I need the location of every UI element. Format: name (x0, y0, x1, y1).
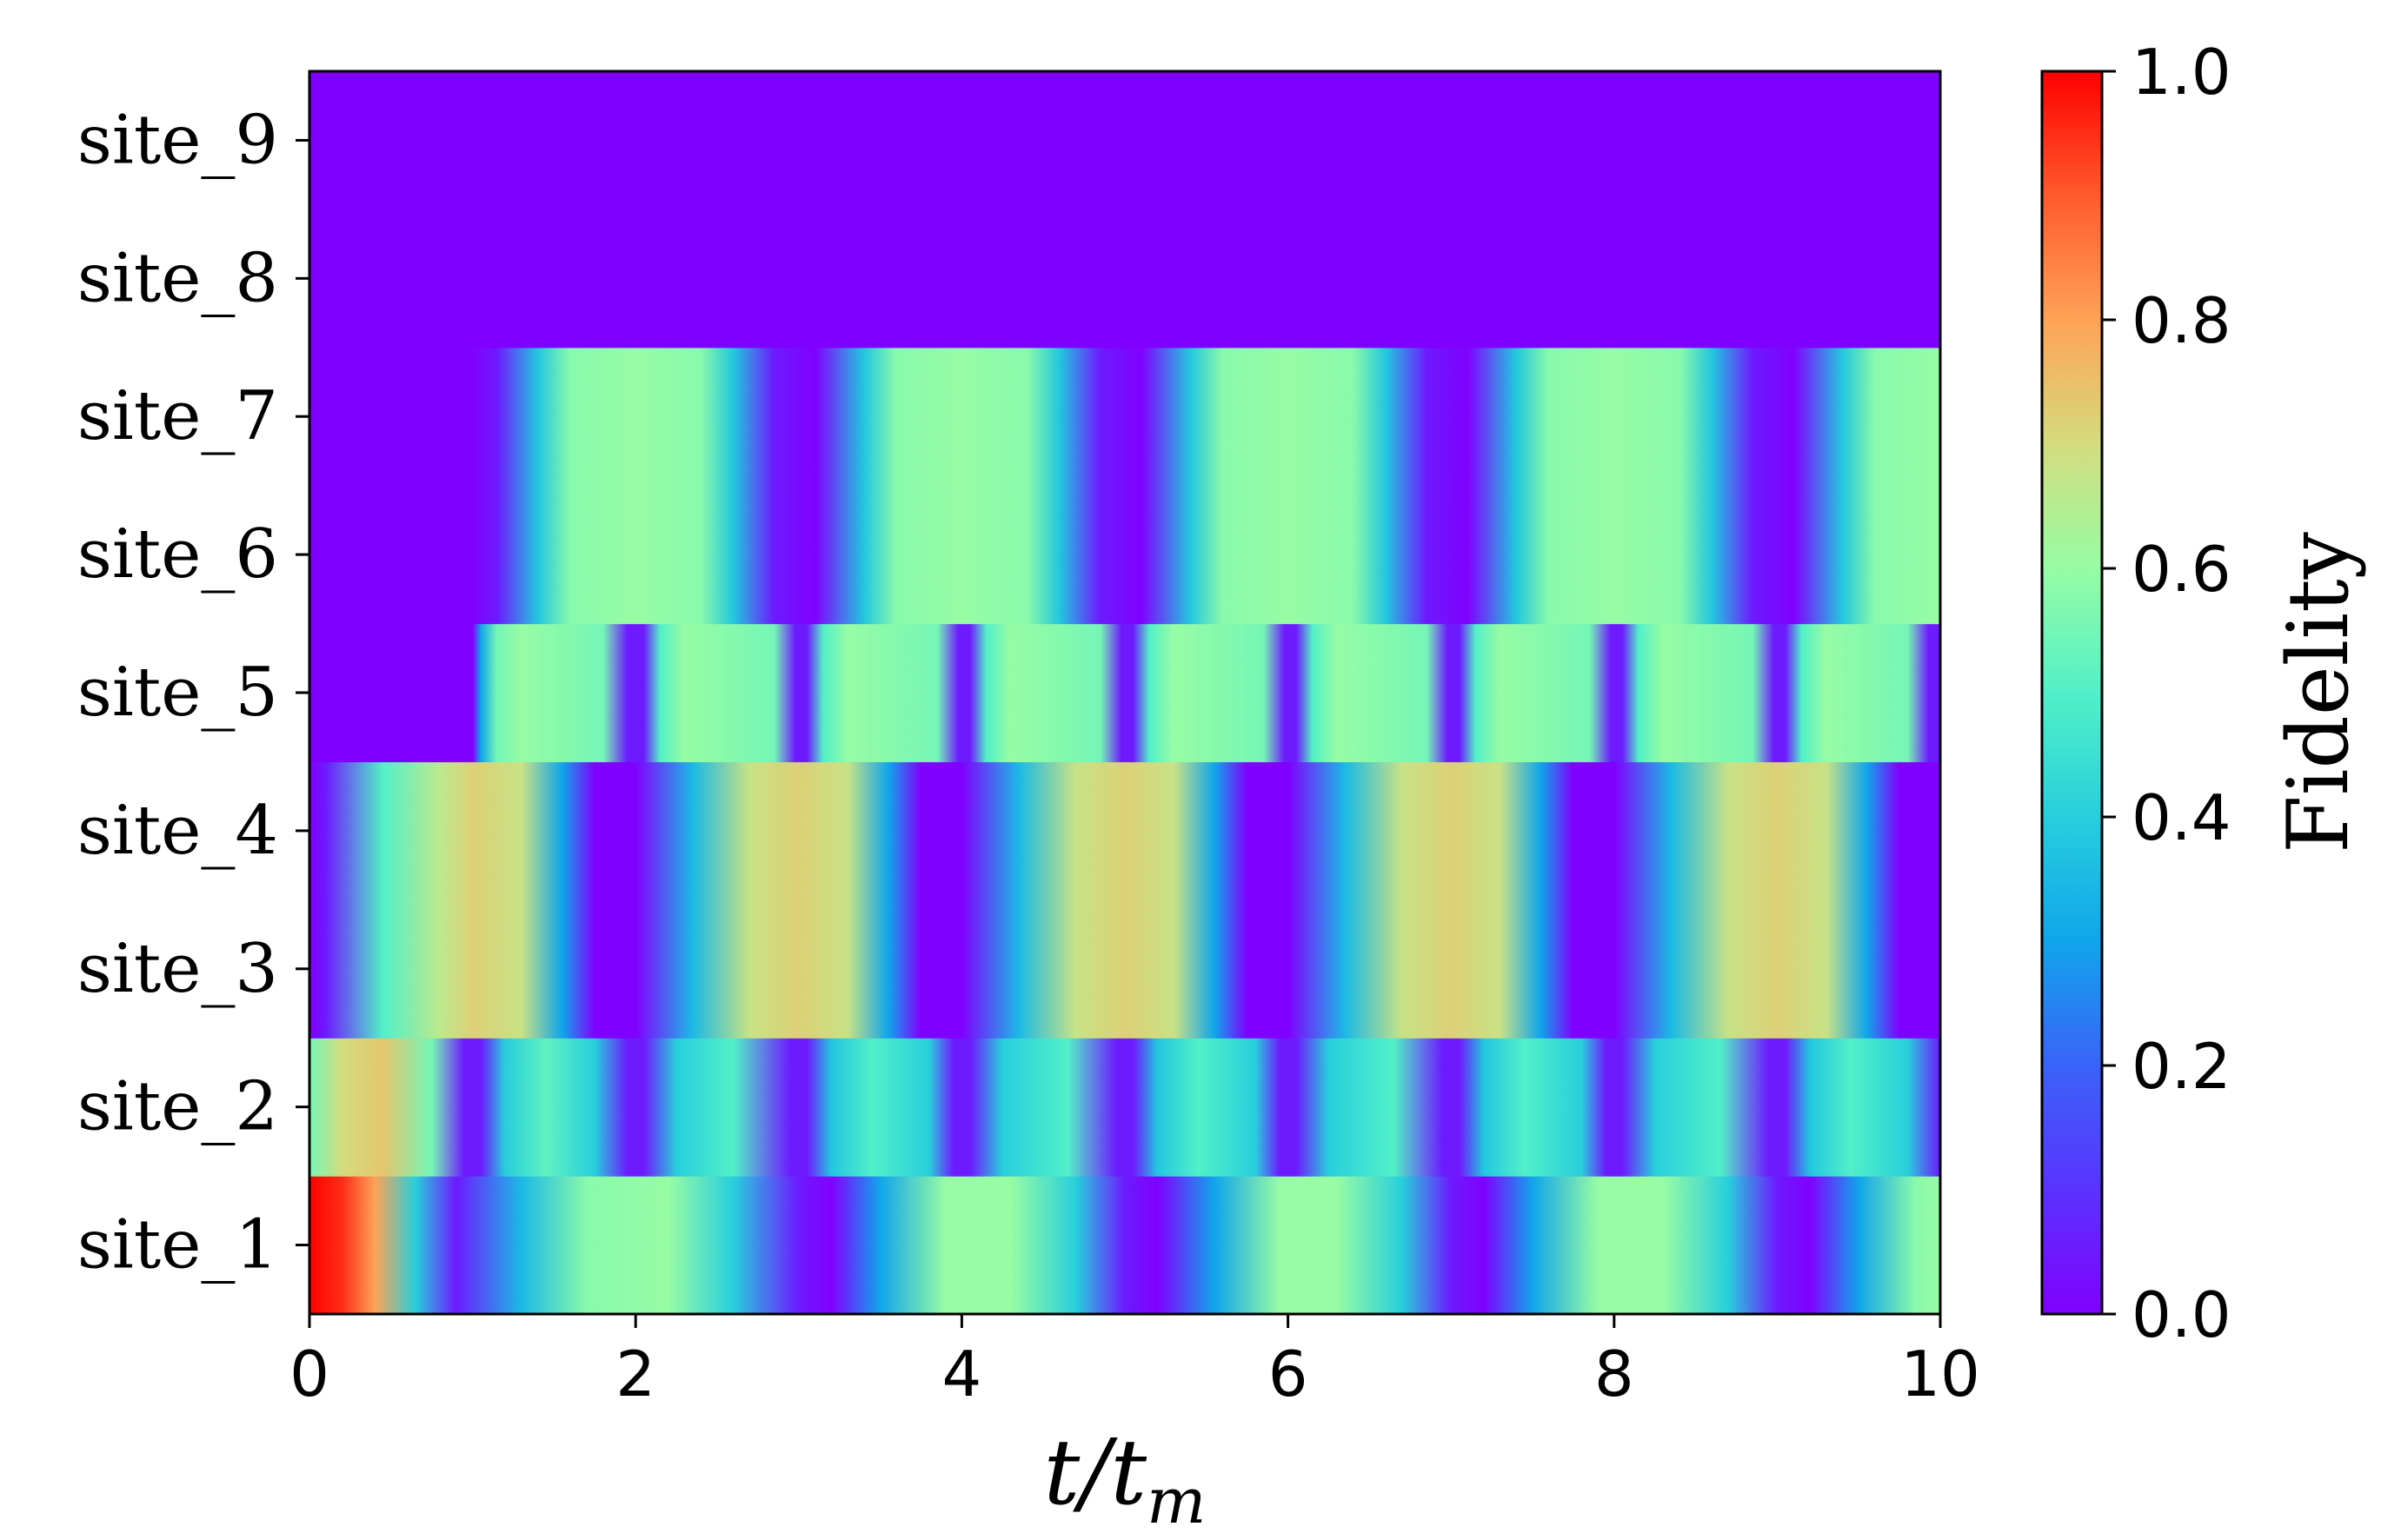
heatmap-row-site-1 (309, 1176, 1940, 1315)
colorbar-ticks: 0.0 0.2 0.4 0.6 0.8 1.0 (2102, 36, 2231, 1351)
y-tick-label: site_1 (77, 1206, 278, 1284)
x-axis-label: t/tm (1044, 1419, 1207, 1537)
colorbar: 0.0 0.2 0.4 0.6 0.8 1.0 Fidelity (2040, 36, 2367, 1351)
y-tick-label: site_2 (77, 1068, 278, 1146)
heatmap-row-site-8 (309, 209, 1940, 348)
heatmap-row-site-3 (309, 899, 1940, 1039)
heatmap-row-site-7 (309, 347, 1940, 487)
colorbar-frame (2040, 70, 2104, 1316)
colorbar-tick-label: 0.0 (2132, 1278, 2231, 1351)
x-tick-label: 2 (615, 1338, 655, 1411)
y-tick-label: site_5 (77, 654, 278, 732)
x-axis-label-main: t/t (1044, 1419, 1147, 1525)
y-tick-label: site_4 (77, 792, 278, 870)
y-axis: site_1 site_2 site_3 site_4 site_5 site_6 site… (77, 101, 309, 1284)
colorbar-tick-label: 0.4 (2132, 781, 2231, 854)
colorbar-tick-label: 0.6 (2132, 533, 2231, 606)
y-tick-label: site_6 (77, 515, 278, 594)
x-tick-label: 0 (289, 1338, 329, 1411)
y-tick-label: site_8 (77, 239, 278, 317)
colorbar-tick-label: 0.8 (2132, 284, 2231, 357)
y-tick-label: site_3 (77, 930, 278, 1008)
y-tick-label: site_7 (77, 377, 278, 455)
heatmap-row-site-4 (309, 761, 1940, 900)
x-tick-label: 4 (941, 1338, 981, 1411)
y-tick-label: site_9 (77, 101, 278, 179)
colorbar-gradient (2042, 71, 2102, 1314)
colorbar-label: Fidelity (2270, 532, 2367, 853)
heatmap-rows (309, 71, 1940, 1315)
heatmap-row-site-6 (309, 485, 1940, 625)
heatmap-row-site-2 (309, 1038, 1940, 1177)
x-tick-label: 8 (1594, 1338, 1634, 1411)
heatmap-row-site-5 (309, 623, 1940, 763)
x-tick-label: 6 (1268, 1338, 1308, 1411)
x-axis-label-subscript: m (1147, 1464, 1206, 1537)
colorbar-tick-label: 0.2 (2132, 1030, 2231, 1103)
heatmap-row-site-9 (309, 71, 1940, 210)
colorbar-tick-label: 1.0 (2132, 36, 2231, 109)
x-tick-label: 10 (1900, 1338, 1980, 1411)
x-axis: 0 2 4 6 8 10 (289, 1314, 1980, 1411)
